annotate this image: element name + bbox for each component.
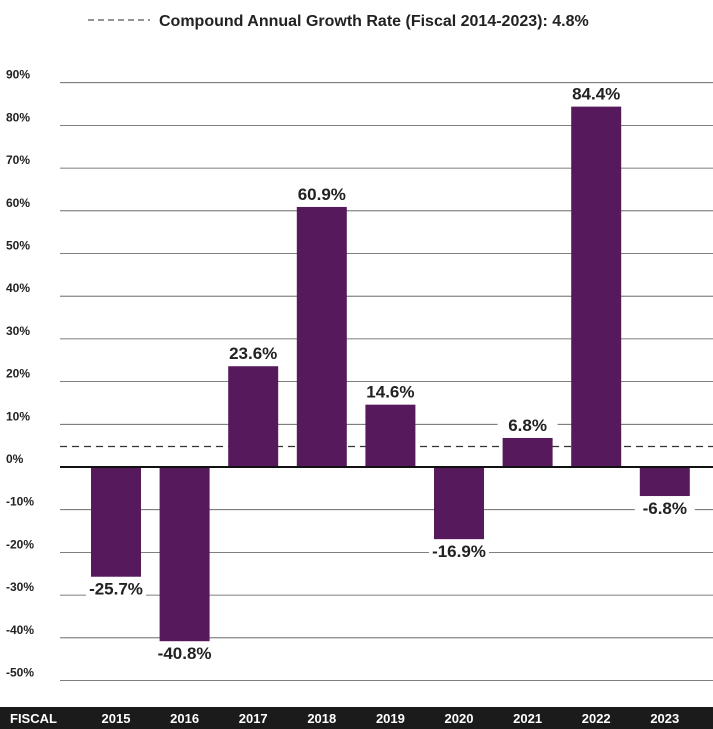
y-tick-label: 30%: [6, 324, 30, 338]
data-label-bg: [223, 344, 284, 365]
legend-label: Compound Annual Growth Rate (Fiscal 2014…: [159, 13, 589, 30]
x-tick-label: 2020: [445, 711, 474, 726]
y-tick-label: -30%: [6, 580, 34, 594]
x-tick-label: 2016: [170, 711, 199, 726]
x-tick-label: 2015: [102, 711, 131, 726]
x-tick-label: 2023: [650, 711, 679, 726]
bar-2019: [365, 404, 416, 467]
data-label: -25.7%: [89, 580, 143, 599]
bar-2015: [91, 467, 141, 577]
bar-2018: [296, 206, 347, 467]
data-label: 60.9%: [298, 185, 346, 204]
data-label: 14.6%: [366, 383, 414, 402]
bar-2016: [159, 467, 210, 642]
y-tick-label: 10%: [6, 409, 30, 423]
legend: Compound Annual Growth Rate (Fiscal 2014…: [88, 13, 589, 30]
data-label: 6.8%: [508, 416, 547, 435]
data-label: 23.6%: [229, 344, 277, 363]
data-label: -6.8%: [643, 499, 687, 518]
bar-2020: [434, 467, 484, 540]
y-tick-label: -40%: [6, 623, 34, 637]
data-label: 84.4%: [572, 85, 620, 104]
x-tick-label: 2021: [513, 711, 542, 726]
y-tick-label: 20%: [6, 367, 30, 381]
x-tick-label: 2022: [582, 711, 611, 726]
y-tick-label: 0%: [6, 452, 24, 466]
x-axis-tick-labels: 2015 2016 2017 2018 2019 2020 2021 2022 2023: [102, 711, 680, 726]
y-tick-label: 40%: [6, 281, 30, 295]
y-tick-label: 90%: [6, 68, 30, 82]
data-label-bg: [429, 542, 489, 563]
x-axis-footer: FISCAL 2015 2016 2017 2018 2019 2020 2021 2022 2…: [0, 707, 713, 729]
y-tick-label: 70%: [6, 153, 30, 167]
bar-2021: [502, 437, 553, 467]
data-label: -16.9%: [432, 542, 486, 561]
data-label-bg: [566, 84, 627, 105]
data-label-bg: [360, 382, 421, 403]
x-tick-label: 2019: [376, 711, 405, 726]
data-label-bg: [154, 644, 215, 665]
y-tick-label: 60%: [6, 196, 30, 210]
y-tick-label: -10%: [6, 495, 34, 509]
data-label-bg: [86, 579, 146, 600]
bar-2022: [571, 106, 622, 467]
data-labels: -25.7% -40.8% 23.6% 60.9% 14.6% -16.9% 6.8% 84.…: [86, 84, 695, 665]
data-label-bg: [634, 499, 695, 520]
x-axis-band: [0, 707, 713, 729]
x-tick-label: 2017: [239, 711, 268, 726]
data-label-bg: [291, 184, 352, 205]
y-tick-label: 50%: [6, 239, 30, 253]
y-tick-label: -20%: [6, 537, 34, 551]
y-tick-label: -50%: [6, 666, 34, 680]
bars: [91, 106, 690, 642]
data-label: -40.8%: [158, 644, 212, 663]
bar-2023: [639, 467, 690, 497]
x-tick-label: 2018: [307, 711, 336, 726]
y-tick-label: 80%: [6, 110, 30, 124]
bar-2017: [228, 366, 279, 467]
y-axis-tick-labels: 90% 80% 70% 60% 50% 40% 30% 20% 10% 0% -10% -20% -30…: [6, 68, 34, 680]
data-label-bg: [497, 415, 558, 436]
x-axis-label: FISCAL: [10, 711, 57, 726]
